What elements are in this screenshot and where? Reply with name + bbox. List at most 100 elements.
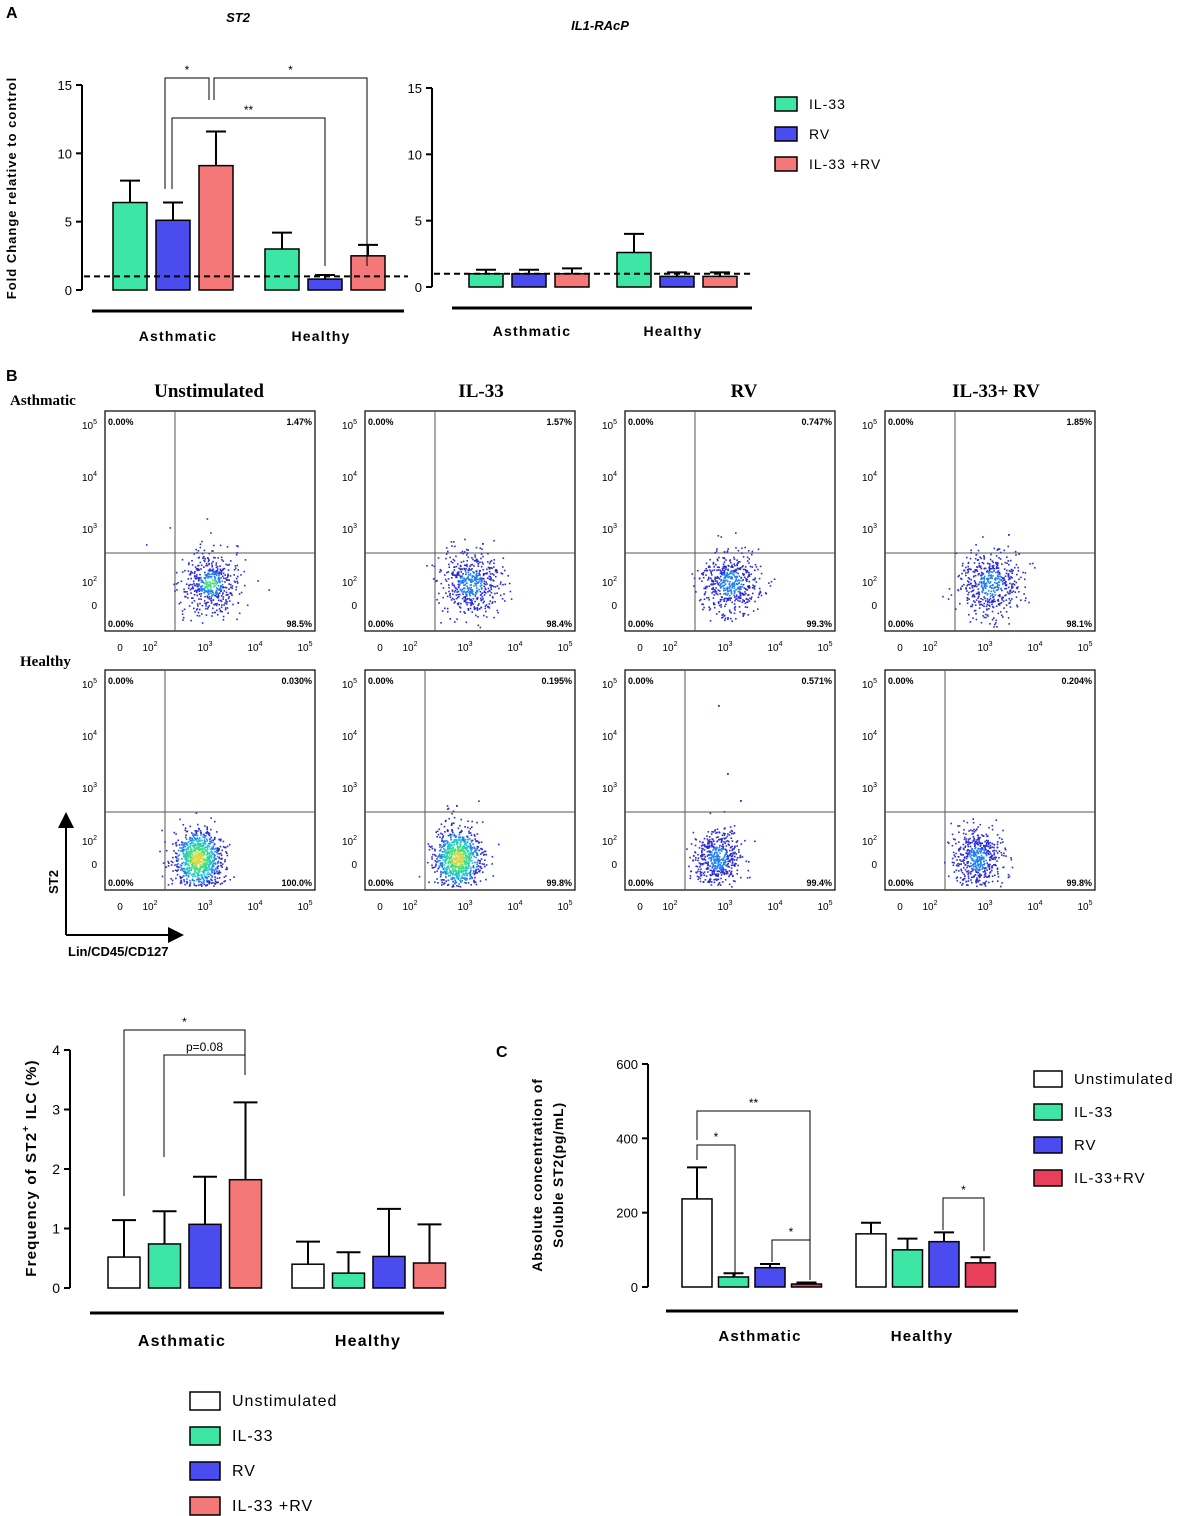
event-dot xyxy=(458,581,460,583)
event-dot xyxy=(726,589,729,592)
event-dot xyxy=(183,844,185,847)
event-dot xyxy=(435,831,437,833)
event-dot xyxy=(484,588,487,591)
event-dot xyxy=(209,840,211,842)
event-dot xyxy=(731,572,733,575)
event-dot xyxy=(974,601,976,603)
event-dot xyxy=(744,546,746,549)
tick-exponent: 2 xyxy=(353,835,357,842)
event-dot xyxy=(457,876,459,878)
event-dot xyxy=(240,574,242,576)
event-dot xyxy=(460,581,463,584)
event-dot xyxy=(447,862,449,864)
event-dot xyxy=(456,857,459,860)
event-dot xyxy=(724,617,727,620)
event-dot xyxy=(450,847,452,849)
event-dot xyxy=(744,602,747,605)
event-dot xyxy=(718,839,720,841)
event-dot xyxy=(198,871,200,873)
event-dot xyxy=(268,589,270,591)
event-dot xyxy=(210,575,213,578)
event-dot xyxy=(714,855,717,858)
event-dot xyxy=(212,560,214,563)
event-dot xyxy=(985,880,987,883)
event-dot xyxy=(1015,596,1018,598)
event-dot xyxy=(975,618,978,621)
event-dot xyxy=(715,865,718,868)
event-dot xyxy=(458,839,461,842)
event-dot xyxy=(713,868,715,871)
event-dot xyxy=(441,881,443,884)
event-dot xyxy=(197,862,200,864)
event-dot xyxy=(991,828,994,831)
event-dot xyxy=(199,864,201,867)
quadrant-label-lower-right: 98.1% xyxy=(1066,619,1092,629)
tick-exponent: 4 xyxy=(1039,641,1043,648)
il1racp-y-tick-label: 10 xyxy=(408,147,422,162)
event-dot xyxy=(717,855,720,858)
event-dot xyxy=(482,568,485,571)
event-dot xyxy=(198,598,200,600)
event-dot xyxy=(968,591,970,594)
event-dot xyxy=(980,861,982,863)
event-dot xyxy=(471,859,473,862)
event-dot xyxy=(960,868,962,871)
event-dot xyxy=(962,843,965,846)
event-dot xyxy=(715,873,717,876)
event-dot xyxy=(977,588,980,590)
event-dot xyxy=(196,568,199,570)
event-dot xyxy=(203,868,205,871)
event-dot xyxy=(469,854,472,856)
event-dot xyxy=(734,590,736,592)
event-dot xyxy=(216,565,219,568)
event-dot xyxy=(723,873,726,875)
event-dot xyxy=(198,878,200,880)
event-dot xyxy=(748,600,751,602)
event-dot xyxy=(718,556,720,559)
event-dot xyxy=(476,847,479,850)
event-dot xyxy=(743,599,745,602)
event-dot xyxy=(708,880,710,882)
event-dot xyxy=(464,867,466,870)
event-dot xyxy=(475,866,478,868)
event-dot xyxy=(716,870,719,872)
event-dot xyxy=(214,878,216,881)
event-dot xyxy=(964,846,967,849)
event-dot xyxy=(969,865,971,868)
event-dot xyxy=(198,827,200,830)
event-dot xyxy=(997,567,1000,569)
event-dot xyxy=(214,611,216,614)
event-dot xyxy=(1007,586,1010,589)
event-dot xyxy=(733,832,736,834)
event-dot xyxy=(197,550,200,552)
event-dot xyxy=(983,558,985,560)
event-dot xyxy=(180,867,183,870)
tick-base: 10 xyxy=(197,643,209,654)
event-dot xyxy=(993,547,996,550)
event-dot xyxy=(454,882,456,885)
event-dot xyxy=(1007,545,1009,548)
event-dot xyxy=(200,866,202,868)
event-dot xyxy=(490,579,492,581)
flow-plot-frame xyxy=(624,410,836,632)
event-dot xyxy=(445,547,448,549)
event-dot xyxy=(444,872,447,875)
event-dot xyxy=(214,872,216,875)
event-dot xyxy=(469,574,471,576)
event-dot xyxy=(719,852,721,854)
event-dot xyxy=(441,866,444,868)
quadrant-label-upper-right: 0.747% xyxy=(801,417,832,427)
event-dot xyxy=(452,558,455,561)
event-dot xyxy=(184,827,187,829)
event-dot xyxy=(980,862,982,864)
event-dot xyxy=(203,851,206,854)
event-dot xyxy=(711,862,713,865)
event-dot xyxy=(442,845,444,848)
event-dot xyxy=(976,862,979,864)
event-dot xyxy=(743,587,746,589)
event-dot xyxy=(988,604,990,606)
event-dot xyxy=(192,587,194,590)
event-dot xyxy=(985,570,988,573)
tick-exponent: 5 xyxy=(829,900,833,907)
event-dot xyxy=(452,861,454,863)
